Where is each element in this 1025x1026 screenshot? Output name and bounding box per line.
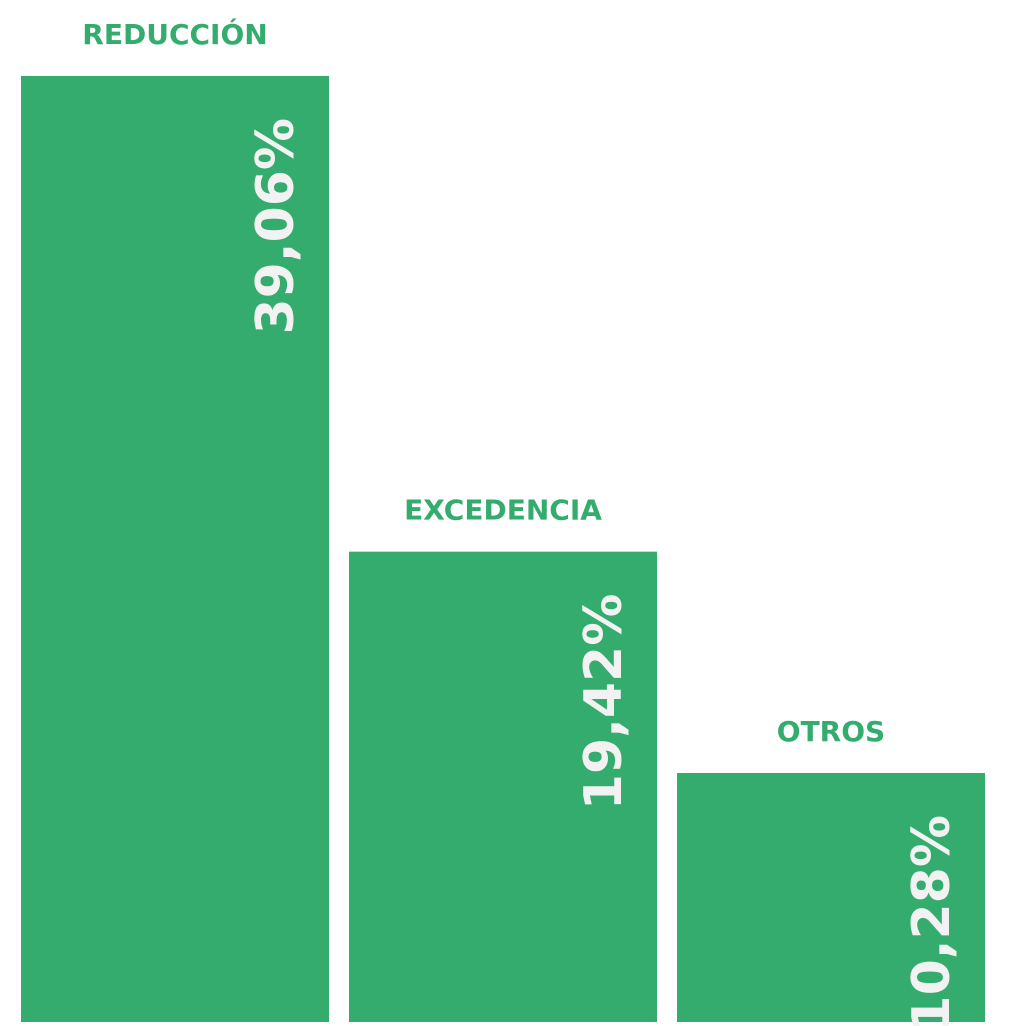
category-label: OTROS bbox=[777, 715, 885, 748]
value-label: 39,06% bbox=[246, 118, 306, 335]
bar bbox=[349, 551, 657, 1022]
bar bbox=[677, 773, 985, 1022]
value-label: 10,28% bbox=[902, 815, 962, 1026]
category-label: EXCEDENCIA bbox=[404, 494, 602, 527]
value-label: 19,42% bbox=[574, 594, 634, 811]
category-label: REDUCCIÓN bbox=[82, 17, 267, 51]
bar bbox=[21, 75, 329, 1022]
